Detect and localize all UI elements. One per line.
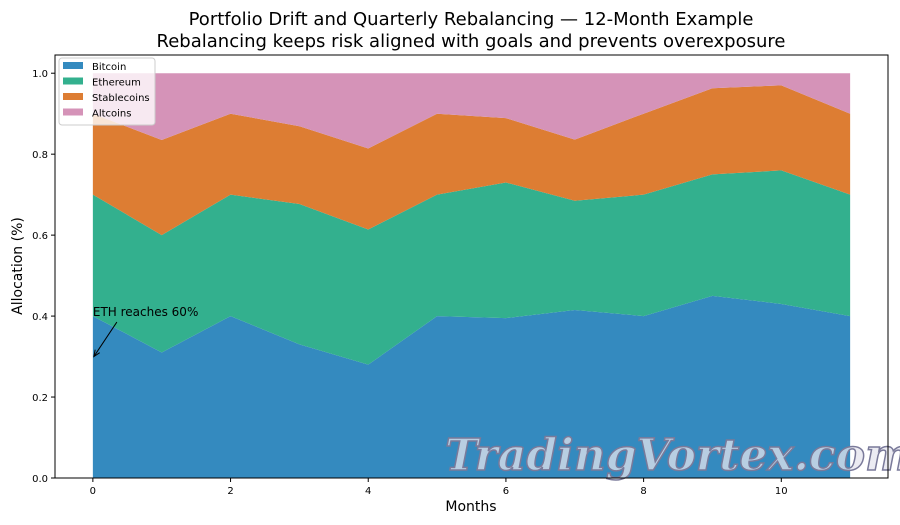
legend-label: Stablecoins: [92, 93, 150, 104]
legend-box: [58, 57, 156, 126]
x-tick-label: 10: [775, 486, 788, 497]
area-ethereum: [92, 170, 851, 365]
y-tick-label: 0.2: [32, 393, 48, 404]
x-tick-label: 0: [90, 486, 96, 497]
y-tick-label: 0.8: [32, 150, 48, 161]
area-stablecoins: [92, 85, 851, 236]
area-altcoins: [92, 73, 851, 149]
area-bitcoin: [92, 295, 851, 478]
y-tick-label: 0.4: [32, 312, 48, 323]
arrow-head-icon: [93, 349, 100, 358]
area-layer: [92, 73, 851, 478]
annotation-text: ETH reaches 60%: [93, 305, 198, 319]
legend-swatch-stablecoins: [63, 93, 83, 100]
annotation-arrow: [93, 321, 118, 357]
y-tick-label: 0.6: [32, 231, 48, 242]
chart-subtitle: Rebalancing keeps risk aligned with goal…: [157, 31, 786, 52]
chart-title: Portfolio Drift and Quarterly Rebalancin…: [189, 9, 754, 30]
legend-swatch-bitcoin: [63, 62, 83, 69]
x-axis-label: Months: [445, 499, 496, 515]
tick-layer: 0 2 4 6 8 10 0.0 0.2 0.4 0.6 0.8 1.0: [32, 69, 788, 497]
legend-label: Bitcoin: [92, 62, 126, 73]
annotation: ETH reaches 60%: [93, 305, 198, 358]
x-tick-label: 2: [227, 486, 233, 497]
legend-swatch-altcoins: [63, 108, 83, 116]
y-tick-label: 1.0: [32, 69, 48, 80]
x-tick-label: 6: [503, 486, 509, 497]
legend-label: Ethereum: [92, 78, 141, 89]
watermark-logo: TradingVortex.com: [445, 430, 900, 481]
x-tick-label: 8: [640, 486, 646, 497]
plot-frame: [54, 54, 889, 479]
y-tick-label: 0.0: [32, 474, 48, 485]
legend-label: Altcoins: [92, 109, 131, 120]
legend-swatch-ethereum: [63, 77, 83, 85]
y-axis-label: Allocation (%): [10, 217, 26, 315]
x-tick-label: 4: [365, 486, 371, 497]
legend: Bitcoin Ethereum Stablecoins Altcoins: [58, 57, 156, 126]
